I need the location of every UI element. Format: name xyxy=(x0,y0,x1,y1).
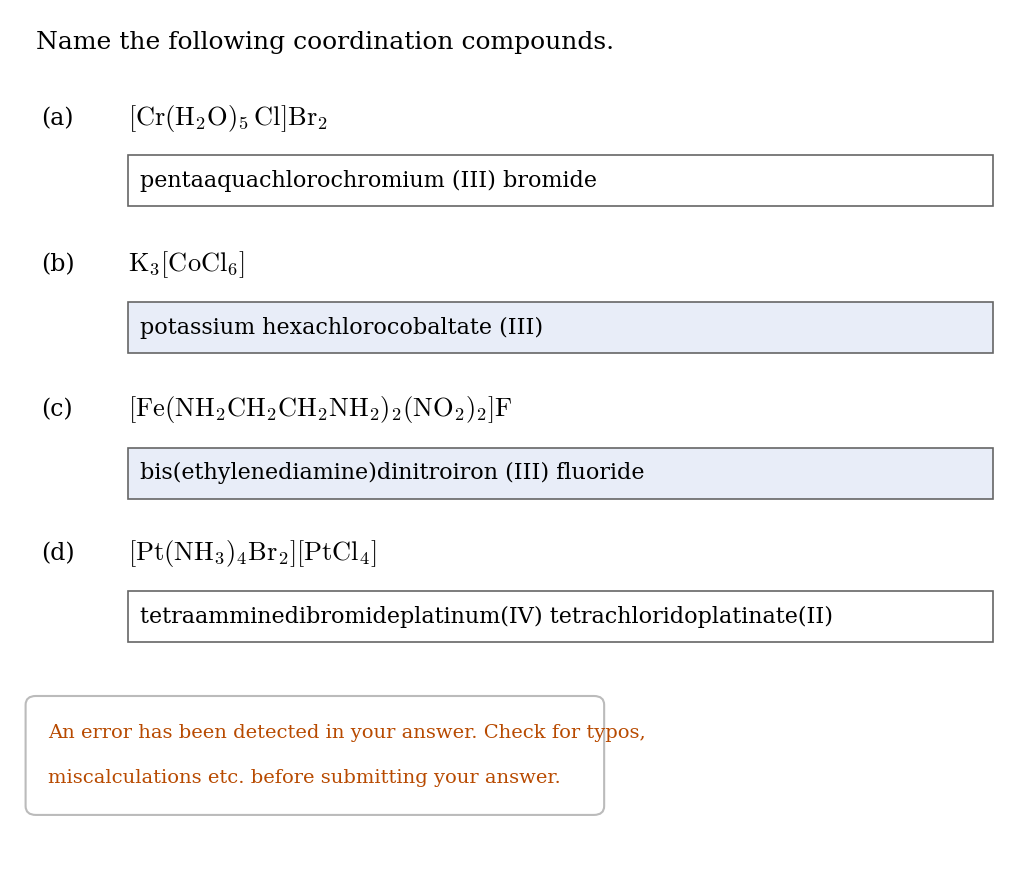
FancyBboxPatch shape xyxy=(26,696,604,815)
Text: $\mathrm{K_3[CoCl_6]}$: $\mathrm{K_3[CoCl_6]}$ xyxy=(128,249,245,279)
Text: (a): (a) xyxy=(41,107,74,130)
Text: $\mathrm{[Pt(NH_3)_4Br_2][PtCl_4]}$: $\mathrm{[Pt(NH_3)_4Br_2][PtCl_4]}$ xyxy=(128,537,377,569)
Text: miscalculations etc. before submitting your answer.: miscalculations etc. before submitting y… xyxy=(48,769,561,787)
FancyBboxPatch shape xyxy=(128,591,993,642)
Text: potassium hexachlorocobaltate (III): potassium hexachlorocobaltate (III) xyxy=(140,316,544,339)
Text: (d): (d) xyxy=(41,542,75,565)
Text: (b): (b) xyxy=(41,253,75,276)
Text: $\mathrm{[Fe(NH_2CH_2CH_2NH_2)_2(NO_2)_2]F}$: $\mathrm{[Fe(NH_2CH_2CH_2NH_2)_2(NO_2)_2… xyxy=(128,394,513,426)
Text: tetraamminedibromideplatinum(IV) tetrachloridoplatinate(II): tetraamminedibromideplatinum(IV) tetrach… xyxy=(140,605,834,628)
Text: An error has been detected in your answer. Check for typos,: An error has been detected in your answe… xyxy=(48,724,646,742)
Text: $[\mathrm{Cr(H_2O)_5\,Cl]Br_2}$: $[\mathrm{Cr(H_2O)_5\,Cl]Br_2}$ xyxy=(128,103,328,135)
Text: pentaaquachlorochromium (III) bromide: pentaaquachlorochromium (III) bromide xyxy=(140,169,597,192)
Text: (c): (c) xyxy=(41,398,73,421)
Text: bis(ethylenediamine)dinitroiron (III) fluoride: bis(ethylenediamine)dinitroiron (III) fl… xyxy=(140,462,645,485)
FancyBboxPatch shape xyxy=(128,448,993,499)
FancyBboxPatch shape xyxy=(128,302,993,353)
FancyBboxPatch shape xyxy=(128,155,993,206)
Text: Name the following coordination compounds.: Name the following coordination compound… xyxy=(36,31,614,54)
